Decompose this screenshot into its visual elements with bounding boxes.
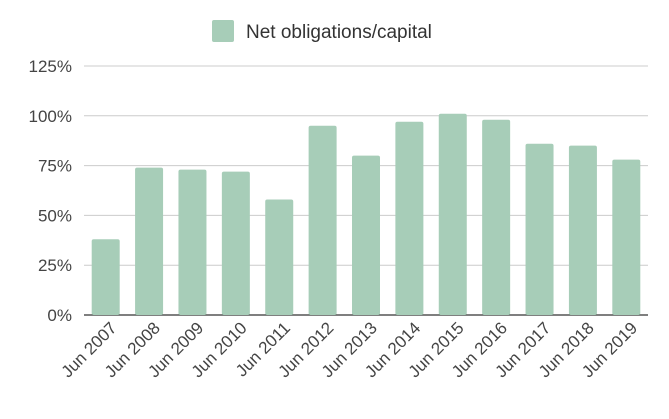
y-tick-label: 50% [38, 206, 72, 225]
bar [221, 171, 250, 315]
y-tick-label: 125% [29, 57, 72, 76]
y-tick-label: 0% [47, 306, 72, 325]
bars [91, 113, 641, 315]
legend-swatch [212, 20, 234, 42]
y-tick-label: 75% [38, 157, 72, 176]
legend-label: Net obligations/capital [246, 22, 432, 43]
bar [482, 119, 511, 315]
bar [308, 125, 337, 315]
y-tick-label: 100% [29, 107, 72, 126]
bar [612, 159, 641, 315]
bar [525, 143, 554, 315]
bar [135, 167, 164, 315]
y-tick-label: 25% [38, 256, 72, 275]
bar [178, 169, 207, 315]
bar [395, 121, 424, 315]
bar [438, 113, 467, 315]
bar [352, 155, 380, 315]
bar [265, 199, 294, 315]
bar [91, 239, 120, 315]
bar [568, 145, 597, 315]
legend: Net obligations/capital [212, 20, 432, 43]
y-axis-tick-labels: 0% 25% 50% 75% 100% 125% [29, 57, 72, 325]
